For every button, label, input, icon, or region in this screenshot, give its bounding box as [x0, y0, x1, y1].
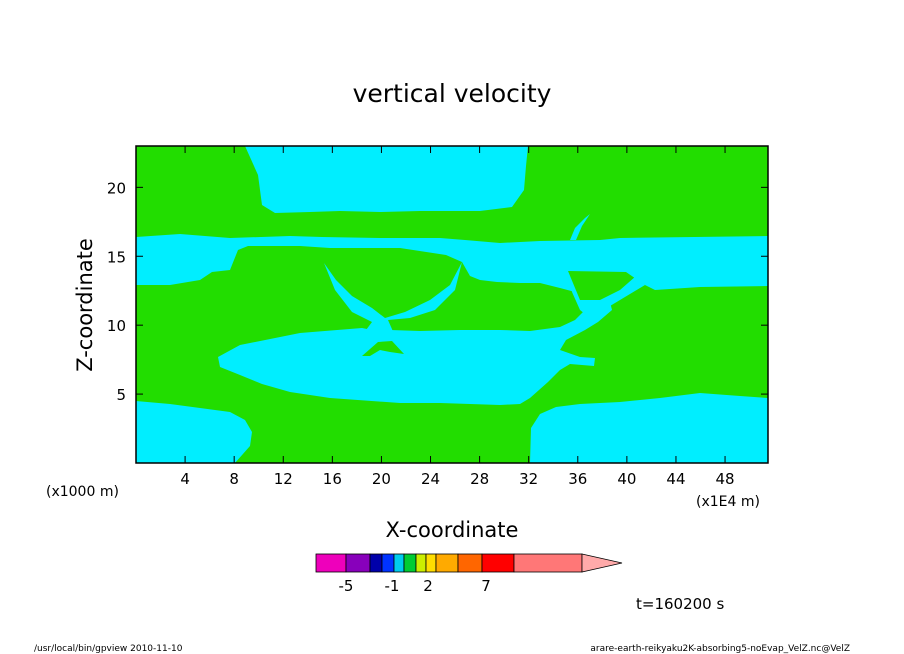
colorbar-swatch	[393, 553, 405, 573]
x-tick-label: 8	[229, 470, 239, 488]
colorbar-swatch	[369, 553, 383, 573]
y-tick-label: 15	[107, 248, 126, 266]
y-tick-label: 10	[107, 317, 126, 335]
colorbar-tick-label: -5	[339, 577, 354, 595]
x-unit-left: (x1000 m)	[46, 484, 119, 500]
time-label: t=160200 s	[636, 595, 724, 613]
region-bottom-right	[530, 393, 768, 463]
plot-frame	[135, 145, 769, 464]
x-tick-label: 28	[470, 470, 489, 488]
shaded-regions	[136, 146, 768, 463]
region-band-upper	[136, 234, 768, 292]
colorbar-tick-label: -1	[385, 577, 400, 595]
x-tick-label: 16	[323, 470, 342, 488]
x-tick-label: 20	[372, 470, 391, 488]
chart-title: vertical velocity	[353, 79, 552, 108]
colorbar-tick-label: 2	[423, 577, 433, 595]
y-tick-label: 5	[116, 386, 126, 404]
x-tick-label: 44	[666, 470, 685, 488]
region-small-streak	[570, 214, 590, 240]
region-wings	[324, 262, 462, 338]
colorbar-swatch	[345, 553, 371, 573]
colorbar-swatch	[481, 553, 515, 573]
colorbar: -5 -1 2 7	[315, 553, 623, 595]
colorbar-swatch	[425, 553, 437, 573]
colorbar-swatch	[381, 553, 395, 573]
y-tick-group: 5 10 15 20	[107, 179, 768, 404]
x-axis-label: X-coordinate	[386, 518, 519, 542]
y-axis-label: Z-coordinate	[73, 238, 97, 372]
region-center-oval	[218, 300, 612, 405]
region-center-hole	[362, 341, 404, 356]
colorbar-tick-label: 7	[481, 577, 491, 595]
colorbar-arrow	[581, 553, 623, 573]
colorbar-swatch	[457, 553, 483, 573]
x-tick-label: 32	[519, 470, 538, 488]
footer-left: /usr/local/bin/gpview 2010-11-10	[34, 644, 183, 654]
colorbar-swatch	[403, 553, 417, 573]
colorbar-swatch	[435, 553, 459, 573]
x-tick-label: 12	[274, 470, 293, 488]
region-right-link	[568, 271, 645, 318]
x-unit-right: (x1E4 m)	[696, 494, 760, 510]
region-top-left	[245, 146, 528, 213]
x-tick-label: 4	[180, 470, 190, 488]
x-tick-label: 48	[716, 470, 735, 488]
y-tick-label: 20	[107, 179, 126, 197]
colorbar-swatch	[415, 553, 427, 573]
x-tick-label: 36	[568, 470, 587, 488]
footer-right: arare-earth-reikyaku2K-absorbing5-noEvap…	[590, 644, 850, 654]
colorbar-swatch	[315, 553, 347, 573]
x-tick-label: 40	[617, 470, 636, 488]
colorbar-swatch	[513, 553, 583, 573]
region-bottom-left	[136, 401, 252, 463]
x-tick-label: 24	[421, 470, 440, 488]
x-tick-group: 4 8 12 16 20 24 28 32 36 40 44 48	[180, 146, 735, 488]
